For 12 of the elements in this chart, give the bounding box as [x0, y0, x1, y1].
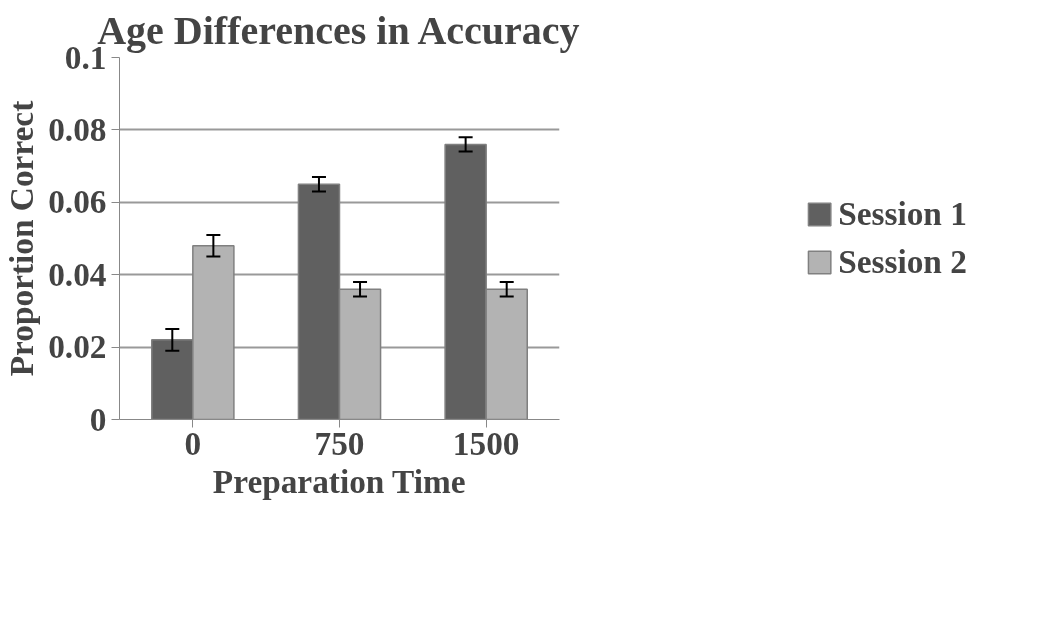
x-axis-title: Preparation Time: [212, 462, 466, 500]
y-tick-label: 0.06: [48, 183, 107, 221]
y-tick-label: 0.04: [48, 255, 107, 293]
y-tick-label: 0: [89, 400, 107, 438]
legend-label: Session 1: [838, 195, 967, 233]
x-tick-label: 750: [314, 424, 365, 462]
x-tick-label: 1500: [452, 424, 520, 462]
legend-label: Session 2: [838, 243, 967, 281]
x-tick-label: 0: [184, 424, 202, 462]
y-tick-label: 0.08: [48, 110, 107, 148]
y-tick-label: 0.02: [48, 328, 107, 366]
y-axis-title: Proportion Correct: [3, 100, 41, 377]
